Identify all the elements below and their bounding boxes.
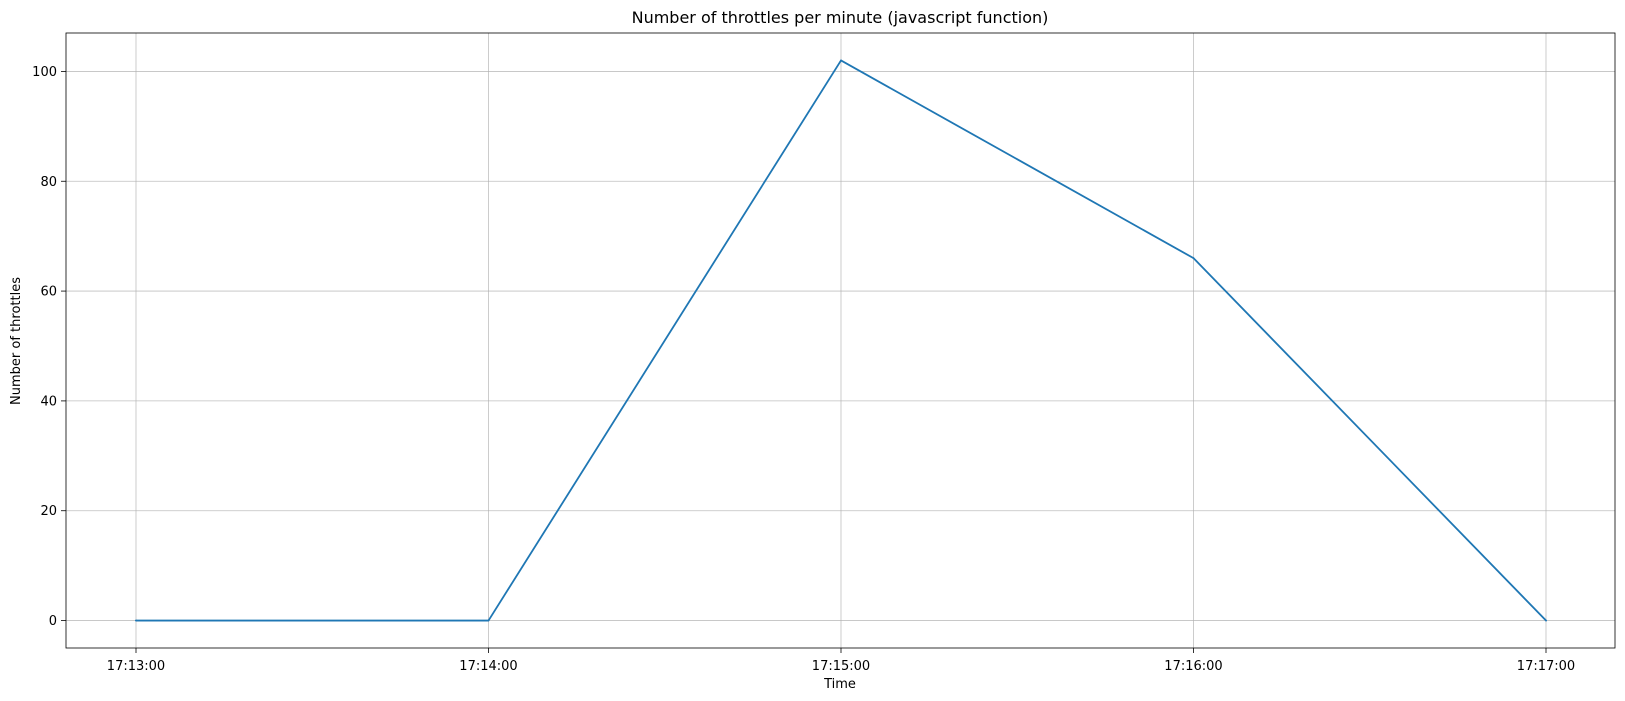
x-axis-label: Time bbox=[823, 677, 856, 692]
x-tick-label: 17:15:00 bbox=[812, 659, 870, 674]
data-point bbox=[1192, 257, 1195, 260]
x-tick-label: 17:17:00 bbox=[1517, 659, 1575, 674]
y-tick-label: 60 bbox=[40, 285, 57, 300]
data-point bbox=[840, 59, 842, 62]
series-group bbox=[135, 59, 1547, 622]
data-point bbox=[1545, 619, 1547, 622]
x-tick-label: 17:14:00 bbox=[459, 659, 517, 674]
y-tick-label: 40 bbox=[40, 394, 57, 409]
grid bbox=[66, 33, 1615, 648]
plot-frame bbox=[65, 32, 1616, 649]
chart-title: Number of throttles per minute (javascri… bbox=[632, 8, 1049, 27]
y-tick-label: 20 bbox=[40, 504, 57, 519]
y-tick-label: 0 bbox=[49, 614, 57, 629]
x-tick-label: 17:13:00 bbox=[107, 659, 165, 674]
axis-ticks: 17:13:00 17:14:00 17:15:00 17:16:00 17:17:00… bbox=[32, 65, 1575, 674]
y-axis-label: Number of throttles bbox=[9, 277, 24, 405]
data-point bbox=[135, 619, 137, 622]
data-point bbox=[487, 619, 490, 622]
y-tick-label: 100 bbox=[32, 65, 57, 80]
x-tick-label: 17:16:00 bbox=[1164, 659, 1222, 674]
y-tick-label: 80 bbox=[40, 175, 57, 190]
